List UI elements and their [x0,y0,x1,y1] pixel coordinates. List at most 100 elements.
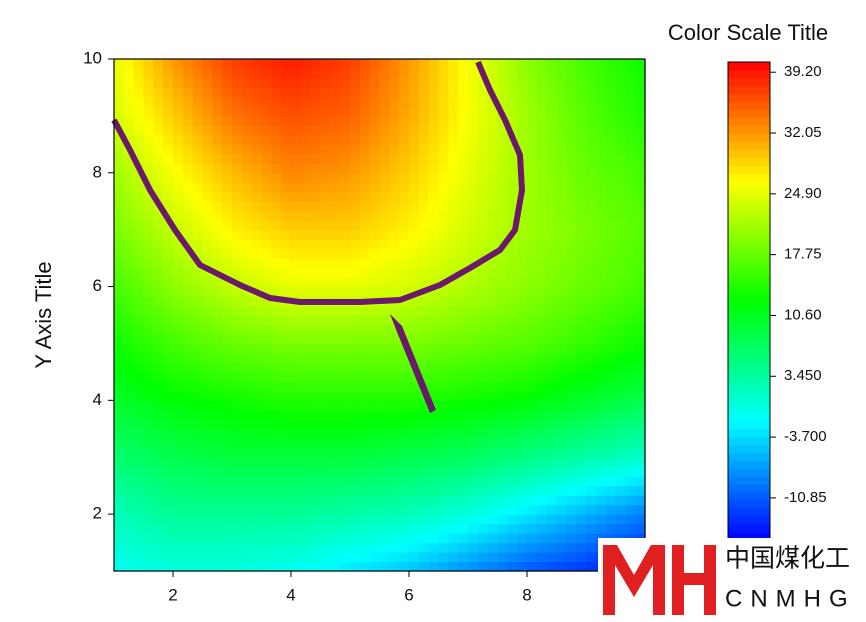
contour-cell [399,106,410,117]
contour-cell [625,96,636,108]
contour-cell [261,286,272,297]
contour-cell [350,400,361,411]
contour-cell [586,476,597,487]
contour-cell [438,210,449,221]
contour-cell [173,59,184,70]
contour-cell [192,59,204,70]
contour-cell [320,220,331,231]
contour-cell [448,87,459,98]
contour-cell [418,125,430,136]
contour-cell [251,153,263,164]
contour-cell [261,381,272,392]
contour-cell [163,68,174,79]
contour-cell [291,438,302,449]
contour-cell [576,409,587,420]
contour-cell [192,409,204,420]
contour-cell [487,447,499,458]
contour-cell [340,248,351,259]
contour-cell [458,277,469,288]
contour-cell [261,495,272,506]
contour-cell [379,523,390,534]
color-scale-band [728,149,770,159]
contour-cell [251,191,263,202]
contour-cell [556,220,567,231]
contour-cell [232,419,243,430]
contour-cell [438,258,449,269]
contour-cell [320,324,331,335]
contour-cell [556,485,567,496]
contour-cell [576,229,587,240]
contour-cell [241,533,253,544]
contour-cell [438,220,449,231]
contour-cell [556,362,567,373]
contour-cell [546,409,558,420]
contour-cell [527,191,538,202]
contour-cell [595,153,607,164]
y-tick-label: 2 [93,504,102,523]
contour-cell [399,239,410,250]
contour-cell [133,296,145,307]
contour-cell [153,239,164,250]
contour-cell [202,457,213,468]
contour-cell [527,438,538,449]
contour-cell [359,267,371,278]
contour-cell [477,239,489,250]
contour-cell [222,248,233,259]
contour-cell [497,485,508,496]
contour-cell [330,239,341,250]
contour-cell [202,68,213,79]
contour-cell [586,495,597,506]
contour-cell [320,172,331,183]
contour-cell [497,125,508,136]
contour-cell [281,533,292,544]
color-scale-band [728,468,770,477]
contour-cell [222,277,233,288]
contour-cell [605,191,617,202]
contour-cell [566,495,577,506]
contour-cell [448,495,459,506]
contour-cell [635,96,646,108]
contour-cell [536,191,548,202]
contour-cell [576,134,587,145]
contour-cell [222,533,233,544]
contour-cell [487,315,499,326]
contour-cell [576,286,587,297]
contour-cell [379,390,390,401]
contour-cell [232,371,243,382]
contour-cell [114,68,125,79]
contour-cell [232,523,243,534]
contour-cell [271,381,282,392]
contour-cell [182,220,194,231]
contour-cell [576,144,587,155]
contour-cell [487,258,499,269]
contour-cell [468,134,479,145]
color-scale-tick-label: 3.450 [784,367,822,384]
contour-cell [330,409,341,420]
contour-cell [487,305,499,316]
contour-cell [379,134,390,145]
contour-cell [123,485,135,496]
contour-cell [369,514,381,525]
contour-cell [271,134,282,145]
contour-cell [477,438,489,449]
contour-cell [428,163,440,174]
contour-cell [605,514,617,525]
contour-cell [300,400,312,411]
contour-cell [399,305,410,316]
contour-cell [300,333,312,345]
contour-cell [536,333,548,345]
contour-cell [350,125,361,136]
contour-cell [261,68,272,79]
contour-cell [369,390,381,401]
contour-cell [261,77,272,89]
contour-cell [625,201,636,212]
contour-cell [291,352,302,364]
contour-cell [389,343,400,354]
contour-cell [241,428,253,439]
color-scale-band [728,316,770,326]
contour-cell [202,210,213,221]
contour-cell [182,163,194,174]
color-scale-band [728,508,770,517]
contour-cell [114,390,125,401]
contour-cell [625,172,636,183]
